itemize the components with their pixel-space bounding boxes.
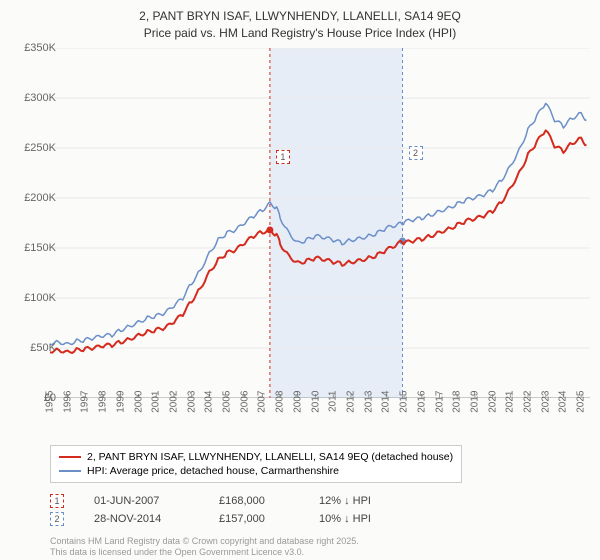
sale-row: 1 01-JUN-2007 £168,000 12% ↓ HPI — [50, 492, 371, 510]
x-axis-label: 2000 — [133, 391, 144, 421]
x-axis-label: 2024 — [558, 391, 569, 421]
chart-svg — [50, 48, 590, 398]
x-axis-label: 2009 — [292, 391, 303, 421]
y-axis-label: £100K — [24, 292, 56, 304]
legend: 2, PANT BRYN ISAF, LLWYNHENDY, LLANELLI,… — [50, 445, 462, 483]
x-axis-label: 2016 — [416, 391, 427, 421]
sale-row: 2 28-NOV-2014 £157,000 10% ↓ HPI — [50, 510, 371, 528]
y-axis-label: £150K — [24, 242, 56, 254]
y-axis-label: £50K — [30, 342, 56, 354]
x-axis-label: 1999 — [115, 391, 126, 421]
x-axis-label: 2020 — [487, 391, 498, 421]
sale-date: 01-JUN-2007 — [94, 495, 189, 507]
x-axis-label: 1995 — [45, 391, 56, 421]
x-axis-label: 2021 — [505, 391, 516, 421]
x-axis-label: 2012 — [345, 391, 356, 421]
x-axis-label: 2004 — [204, 391, 215, 421]
x-axis-label: 2023 — [540, 391, 551, 421]
x-axis-label: 2019 — [469, 391, 480, 421]
y-axis-label: £350K — [24, 42, 56, 54]
x-axis-label: 2007 — [257, 391, 268, 421]
legend-item: HPI: Average price, detached house, Carm… — [59, 464, 453, 478]
x-axis-label: 1996 — [62, 391, 73, 421]
chart-sale-marker: 2 — [409, 146, 423, 160]
footer-attribution: Contains HM Land Registry data © Crown c… — [50, 536, 359, 558]
y-axis-label: £250K — [24, 142, 56, 154]
sale-price: £168,000 — [219, 495, 289, 507]
chart-sale-marker: 1 — [276, 150, 290, 164]
x-axis-label: 2010 — [310, 391, 321, 421]
legend-swatch — [59, 470, 81, 472]
x-axis-label: 2018 — [452, 391, 463, 421]
sale-hpi: 12% ↓ HPI — [319, 495, 371, 507]
sale-price: £157,000 — [219, 513, 289, 525]
title-line1: 2, PANT BRYN ISAF, LLWYNHENDY, LLANELLI,… — [0, 8, 600, 25]
y-axis-label: £200K — [24, 192, 56, 204]
footer-line2: This data is licensed under the Open Gov… — [50, 547, 359, 558]
chart-container: 2, PANT BRYN ISAF, LLWYNHENDY, LLANELLI,… — [0, 0, 600, 560]
sales-table: 1 01-JUN-2007 £168,000 12% ↓ HPI 2 28-NO… — [50, 492, 371, 528]
x-axis-label: 2011 — [328, 391, 339, 421]
sale-marker-icon: 1 — [50, 494, 64, 508]
x-axis-label: 1998 — [98, 391, 109, 421]
x-axis-label: 2008 — [275, 391, 286, 421]
y-axis-label: £300K — [24, 92, 56, 104]
sale-marker-icon: 2 — [50, 512, 64, 526]
legend-item: 2, PANT BRYN ISAF, LLWYNHENDY, LLANELLI,… — [59, 450, 453, 464]
x-axis-label: 2015 — [399, 391, 410, 421]
x-axis-label: 2013 — [363, 391, 374, 421]
x-axis-label: 2014 — [381, 391, 392, 421]
footer-line1: Contains HM Land Registry data © Crown c… — [50, 536, 359, 547]
x-axis-label: 2025 — [576, 391, 587, 421]
x-axis-label: 2001 — [151, 391, 162, 421]
title-line2: Price paid vs. HM Land Registry's House … — [0, 25, 600, 42]
chart-title: 2, PANT BRYN ISAF, LLWYNHENDY, LLANELLI,… — [0, 0, 600, 46]
legend-swatch — [59, 456, 81, 458]
x-axis-label: 2002 — [168, 391, 179, 421]
x-axis-label: 2003 — [186, 391, 197, 421]
x-axis-label: 2006 — [239, 391, 250, 421]
x-axis-label: 2022 — [523, 391, 534, 421]
sale-date: 28-NOV-2014 — [94, 513, 189, 525]
x-axis-label: 1997 — [80, 391, 91, 421]
x-axis-label: 2005 — [222, 391, 233, 421]
sale-hpi: 10% ↓ HPI — [319, 513, 371, 525]
x-axis-label: 2017 — [434, 391, 445, 421]
legend-label: HPI: Average price, detached house, Carm… — [87, 465, 339, 477]
chart-plot-area — [50, 48, 590, 398]
legend-label: 2, PANT BRYN ISAF, LLWYNHENDY, LLANELLI,… — [87, 451, 453, 463]
